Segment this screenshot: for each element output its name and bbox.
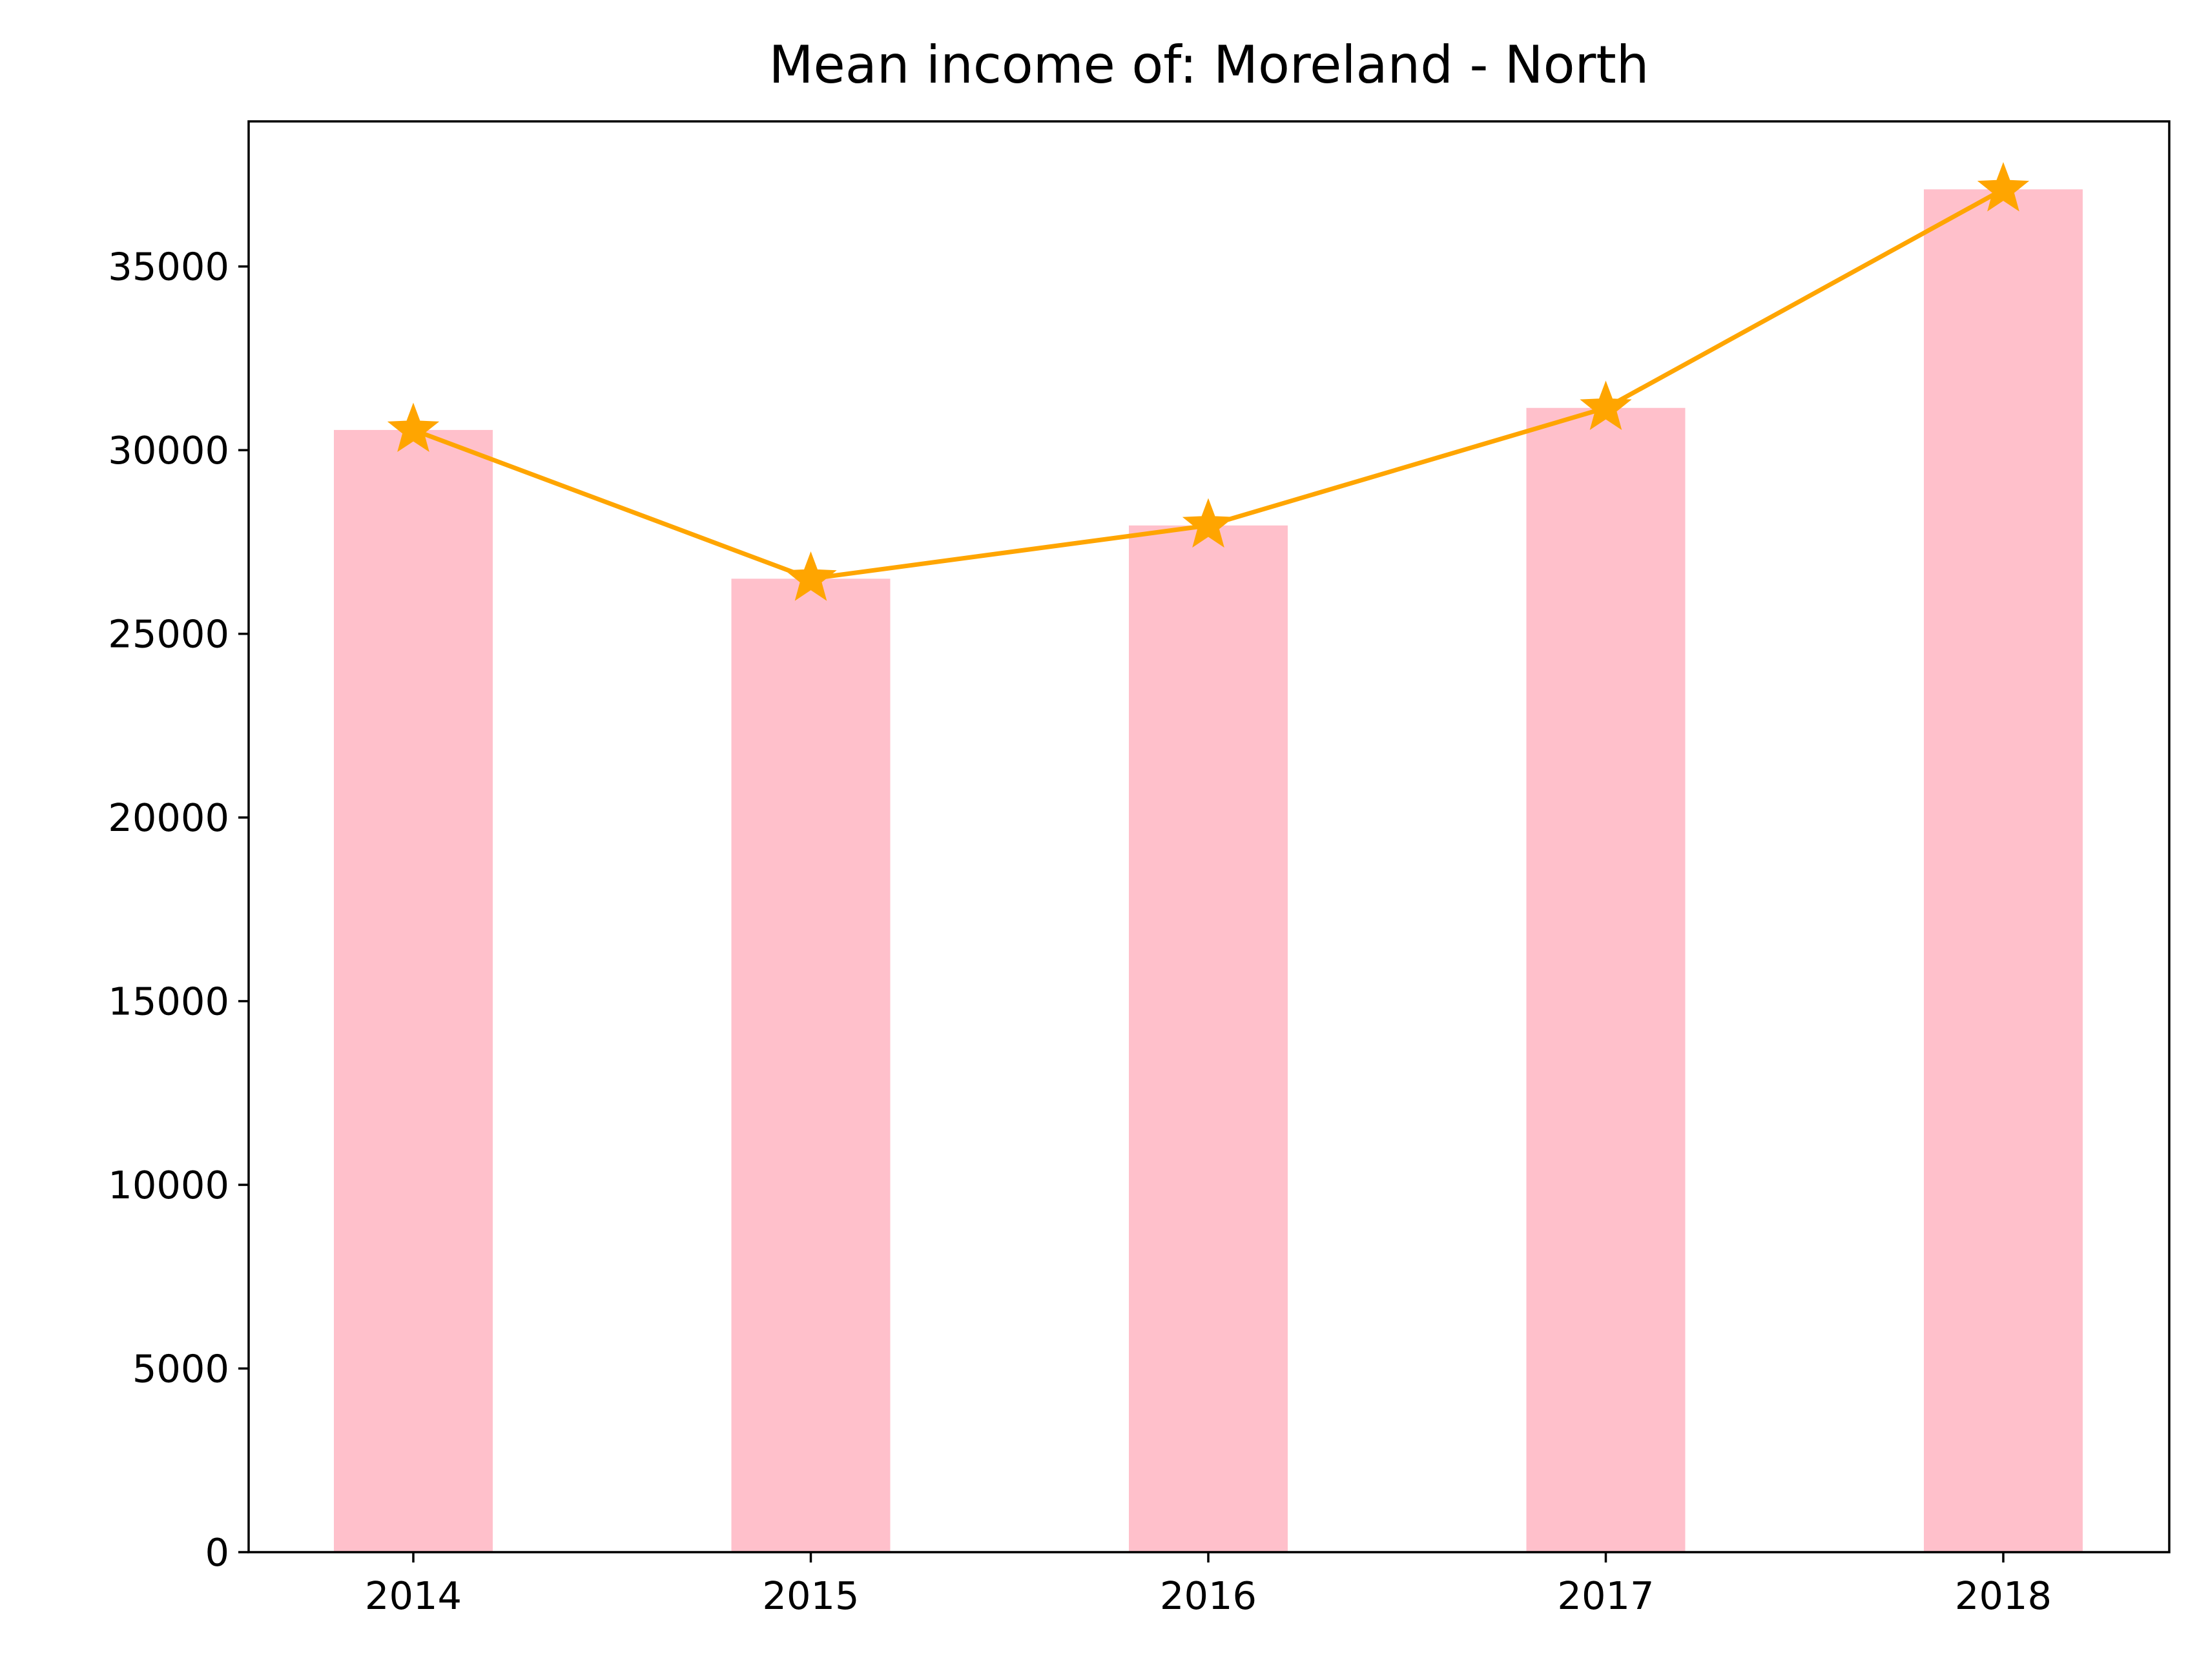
y-tick-label: 35000 (108, 245, 229, 289)
x-tick-label: 2015 (762, 1573, 859, 1618)
x-tick-label: 2018 (1955, 1573, 2052, 1618)
x-tick-label: 2014 (365, 1573, 462, 1618)
bar-2017 (1526, 407, 1686, 1552)
x-tick-label: 2017 (1557, 1573, 1654, 1618)
chart-title: Mean income of: Moreland - North (769, 35, 1649, 95)
bar-2016 (1129, 525, 1288, 1552)
marker-group (387, 162, 2030, 601)
star-marker-2016 (1182, 498, 1235, 548)
star-marker-2017 (1580, 380, 1632, 430)
bar-2014 (334, 429, 493, 1552)
star-marker-2018 (1977, 162, 2030, 212)
y-tick-label: 0 (205, 1530, 229, 1575)
star-marker-2014 (387, 402, 440, 453)
y-tick-label: 10000 (108, 1163, 229, 1207)
y-tick-label: 5000 (132, 1347, 229, 1391)
y-tick-label: 15000 (108, 979, 229, 1024)
x-tick-label: 2016 (1160, 1573, 1257, 1618)
y-axis: 0 5000 10000 15000 20000 25000 30000 35000 (108, 245, 249, 1575)
bar-group (334, 189, 2083, 1552)
x-axis: 2014 2015 2016 2017 2018 (365, 1552, 2052, 1618)
bar-2018 (1924, 189, 2083, 1552)
plot-frame (247, 120, 2171, 1553)
y-tick-label: 30000 (108, 428, 229, 473)
y-tick-label: 20000 (108, 795, 229, 840)
bar-2015 (731, 579, 891, 1552)
y-tick-label: 25000 (108, 612, 229, 657)
star-marker-2015 (785, 551, 837, 601)
